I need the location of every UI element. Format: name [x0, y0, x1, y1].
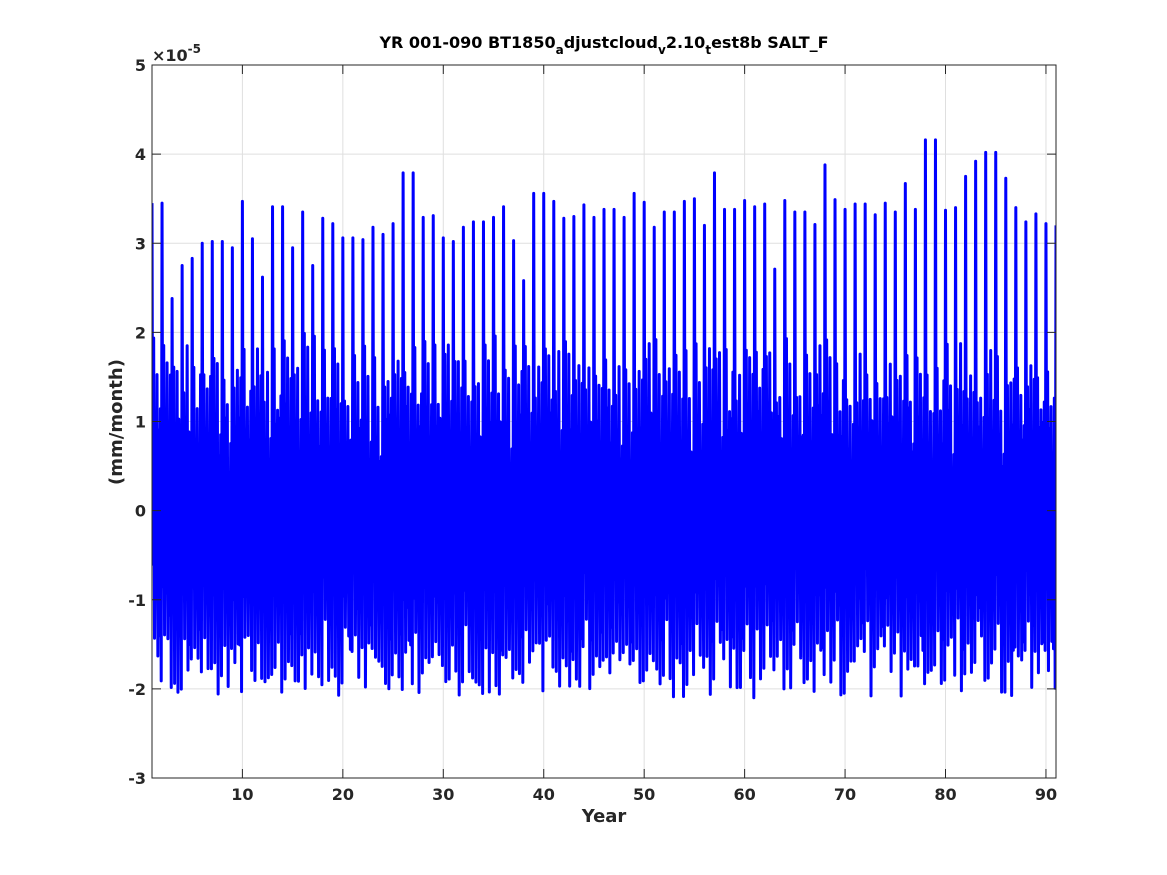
tick-layer: [152, 64, 1056, 779]
y-tick-label: 5: [135, 56, 146, 75]
x-axis-label: Year: [581, 806, 627, 827]
title-part: a: [556, 43, 564, 57]
series-line: [152, 138, 1056, 700]
title-part: est8b SALT_F: [711, 33, 828, 52]
y-axis-exponent-power: -5: [188, 42, 201, 56]
y-tick-label: -3: [128, 769, 146, 788]
y-tick-label: 1: [135, 413, 146, 432]
series-layer: [152, 138, 1056, 700]
y-axis-label: (mm/month): [106, 359, 127, 485]
x-tick-label: 10: [231, 785, 253, 804]
x-tick-label: 30: [432, 785, 454, 804]
y-tick-label: 0: [135, 502, 146, 521]
title-part: 2.10: [666, 33, 705, 52]
y-tick-label: 2: [135, 323, 146, 342]
x-tick-label: 90: [1035, 785, 1057, 804]
title-part: t: [705, 43, 711, 57]
x-tick-label: 40: [533, 785, 555, 804]
y-tick-label: -2: [128, 680, 146, 699]
x-tick-label: 80: [934, 785, 956, 804]
title-part: YR 001-090 BT1850: [378, 33, 555, 52]
y-tick-label: 3: [135, 234, 146, 253]
y-axis-exponent-base: ×10: [152, 46, 188, 65]
title-part: v: [658, 43, 666, 57]
y-tick-label: -1: [128, 591, 146, 610]
title-part: djustcloud: [564, 33, 658, 52]
y-tick-label: 4: [135, 145, 146, 164]
label-layer: 10 20 30 40 50 60 70 80 90 -3 -2 -1 0 1 2 3 4 5: [128, 56, 1057, 804]
x-tick-label: 70: [834, 785, 856, 804]
x-tick-label: 60: [733, 785, 755, 804]
chart-title: YR 001-090 BT1850adjustcloudv2.10test8b …: [378, 33, 828, 57]
x-tick-label: 50: [633, 785, 655, 804]
y-axis-exponent: ×10-5: [152, 42, 201, 65]
x-tick-label: 20: [332, 785, 354, 804]
